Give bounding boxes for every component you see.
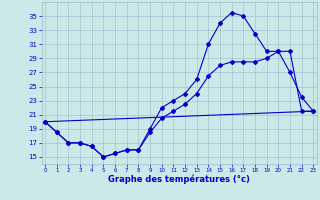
X-axis label: Graphe des températures (°c): Graphe des températures (°c) xyxy=(108,175,250,184)
